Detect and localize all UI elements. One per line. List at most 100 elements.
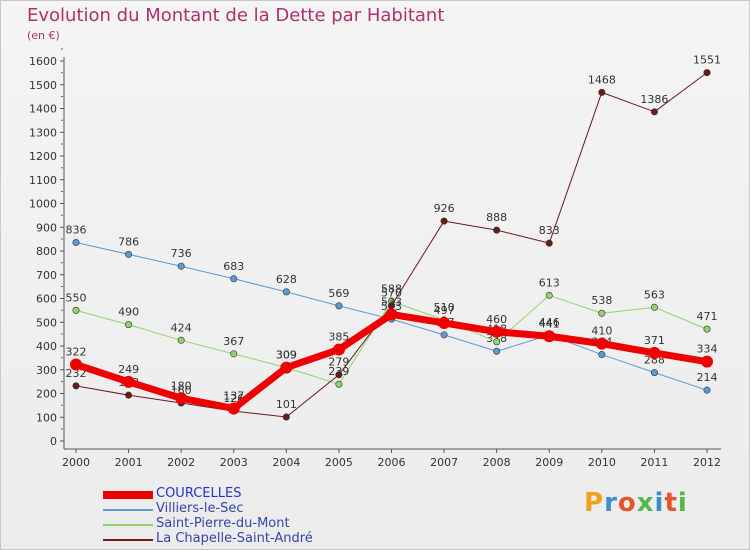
y-tick-label: 1500 bbox=[29, 79, 57, 92]
data-label: 279 bbox=[328, 356, 349, 369]
data-label: 1551 bbox=[693, 54, 721, 67]
data-point bbox=[650, 108, 658, 116]
chart-subtitle: (en €) bbox=[27, 29, 60, 42]
data-point bbox=[280, 361, 293, 374]
logo-letter: x bbox=[636, 488, 655, 518]
data-point bbox=[122, 375, 135, 388]
data-point bbox=[227, 402, 240, 415]
data-label: 471 bbox=[697, 310, 718, 323]
data-point bbox=[703, 386, 711, 394]
legend-swatch bbox=[103, 539, 153, 541]
x-tick-label: 2006 bbox=[378, 456, 406, 469]
data-label: 137 bbox=[223, 389, 244, 402]
y-tick-label: 500 bbox=[36, 316, 57, 329]
data-point bbox=[230, 350, 238, 358]
data-label: 570 bbox=[381, 287, 402, 300]
y-tick-label: 800 bbox=[36, 245, 57, 258]
logo-letter: t bbox=[664, 488, 678, 518]
data-label: 1386 bbox=[640, 93, 668, 106]
y-tick-label: 100 bbox=[36, 411, 57, 424]
data-point bbox=[332, 343, 345, 356]
legend-label: La Chapelle-Saint-André bbox=[156, 531, 313, 546]
proxiti-logo: Proxiti bbox=[584, 488, 688, 518]
data-label: 613 bbox=[539, 276, 560, 289]
data-label: 101 bbox=[276, 398, 297, 411]
data-point bbox=[598, 309, 606, 317]
y-tick-label: 1000 bbox=[29, 198, 57, 211]
data-label: 736 bbox=[171, 247, 192, 260]
legend-label: COURCELLES bbox=[156, 486, 242, 501]
data-label: 410 bbox=[591, 325, 612, 338]
data-label: 683 bbox=[223, 260, 244, 273]
data-point bbox=[490, 325, 503, 338]
x-tick-label: 2001 bbox=[115, 456, 143, 469]
data-point bbox=[648, 346, 661, 359]
y-tick-label: 1100 bbox=[29, 174, 57, 187]
data-label: 569 bbox=[328, 287, 349, 300]
y-tick-label: 600 bbox=[36, 293, 57, 306]
data-label: 385 bbox=[328, 331, 349, 344]
data-label: 232 bbox=[66, 367, 87, 380]
data-point bbox=[177, 262, 185, 270]
data-point bbox=[493, 226, 501, 234]
logo-letter: i bbox=[654, 488, 665, 518]
data-point bbox=[125, 250, 133, 258]
data-label: 888 bbox=[486, 211, 507, 224]
data-label: 214 bbox=[697, 371, 718, 384]
y-tick-label: 400 bbox=[36, 340, 57, 353]
x-tick-label: 2002 bbox=[167, 456, 195, 469]
data-label: 309 bbox=[276, 349, 297, 362]
logo-letter: o bbox=[617, 488, 637, 518]
data-point bbox=[598, 88, 606, 96]
logo-letter: i bbox=[677, 488, 688, 518]
x-tick-label: 2003 bbox=[220, 456, 248, 469]
legend-swatch bbox=[103, 491, 153, 499]
data-label: 497 bbox=[434, 304, 455, 317]
data-point bbox=[701, 355, 713, 368]
data-label: 533 bbox=[381, 295, 402, 308]
data-point bbox=[650, 303, 658, 311]
data-label: 786 bbox=[118, 235, 139, 248]
data-point bbox=[598, 351, 606, 359]
y-tick-label: 700 bbox=[36, 269, 57, 282]
legend-swatch bbox=[103, 524, 153, 526]
y-tick-label: 300 bbox=[36, 364, 57, 377]
x-tick-label: 2012 bbox=[693, 456, 721, 469]
data-point bbox=[335, 302, 343, 310]
data-point bbox=[438, 316, 451, 329]
data-label: 441 bbox=[539, 317, 560, 330]
data-point bbox=[230, 275, 238, 283]
data-label: 550 bbox=[66, 291, 87, 304]
series-line bbox=[75, 72, 708, 418]
data-point bbox=[72, 238, 80, 246]
logo-letter: r bbox=[604, 488, 618, 518]
data-point bbox=[282, 413, 290, 421]
data-point bbox=[440, 331, 448, 339]
data-label: 926 bbox=[434, 202, 455, 215]
data-point bbox=[385, 308, 398, 321]
data-label: 833 bbox=[539, 224, 560, 237]
data-label: 446 bbox=[539, 316, 560, 329]
data-point bbox=[545, 291, 553, 299]
data-point bbox=[175, 392, 188, 405]
data-label: 334 bbox=[697, 343, 718, 356]
logo-letter: P bbox=[584, 488, 605, 518]
y-tick-label: 900 bbox=[36, 221, 57, 234]
data-label: 309 bbox=[276, 349, 297, 362]
y-tick-label: 1600 bbox=[29, 55, 57, 68]
legend-swatch bbox=[103, 509, 153, 511]
data-label: 249 bbox=[118, 363, 139, 376]
data-label: 371 bbox=[644, 334, 665, 347]
data-point bbox=[125, 321, 133, 329]
x-tick-label: 2009 bbox=[535, 456, 563, 469]
y-tick-label: 1400 bbox=[29, 103, 57, 116]
data-point bbox=[545, 239, 553, 247]
x-tick-label: 2010 bbox=[588, 456, 616, 469]
data-point bbox=[543, 330, 556, 343]
data-point bbox=[335, 380, 343, 388]
data-label: 322 bbox=[66, 346, 87, 359]
legend-label: Saint-Pierre-du-Mont bbox=[156, 516, 290, 531]
data-label: 538 bbox=[591, 294, 612, 307]
